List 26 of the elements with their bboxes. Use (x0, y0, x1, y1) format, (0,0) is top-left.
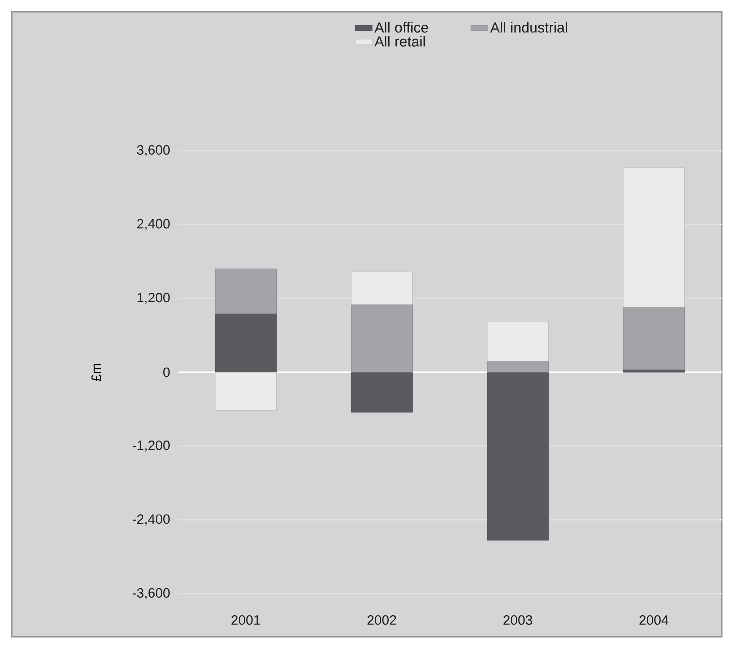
x-tick-label: 2003 (504, 616, 532, 626)
bar (487, 321, 549, 362)
bar (215, 314, 277, 373)
bar (623, 306, 685, 370)
y-tick-label: -3,600 (132, 588, 170, 600)
bar (351, 272, 413, 306)
y-tick-label: -2,400 (132, 514, 170, 526)
bar (351, 372, 413, 413)
bar (215, 372, 277, 411)
bar (487, 361, 549, 373)
bar (623, 167, 685, 308)
bar (487, 372, 549, 541)
legend-label: All office (374, 22, 428, 33)
bar (215, 268, 277, 314)
y-tick-label: 1,200 (138, 293, 170, 304)
x-tick-label: 2001 (232, 616, 260, 626)
y-tick-label: -1,200 (132, 440, 170, 452)
y-tick-label: 3,600 (137, 145, 170, 157)
x-tick-label: 2002 (368, 616, 396, 626)
y-tick-label: 2,400 (138, 219, 170, 230)
x-tick-label: 2004 (640, 616, 669, 626)
bar (351, 304, 413, 373)
y-axis-title: £m (92, 364, 102, 382)
legend-label: All retail (374, 36, 426, 47)
y-tick-label: 0 (164, 368, 170, 378)
legend-label: All industrial (490, 22, 568, 33)
